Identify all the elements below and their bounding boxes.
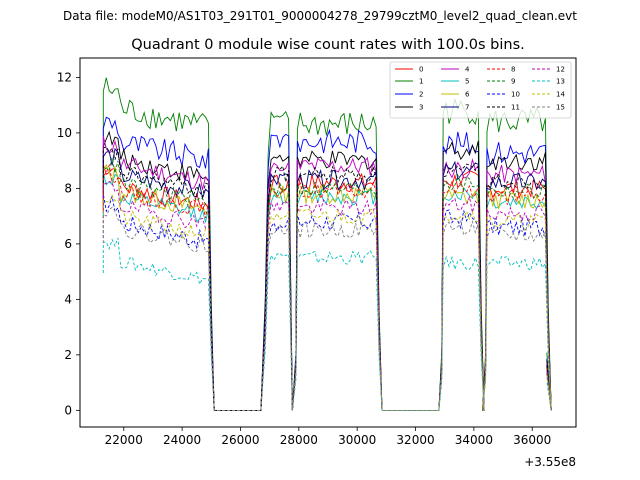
y-tick-label: 12 — [57, 70, 72, 84]
legend-label-11: 11 — [511, 104, 520, 112]
x-tick-label: 34000 — [455, 433, 493, 447]
legend-label-5: 5 — [465, 78, 469, 86]
legend-box — [389, 61, 572, 119]
x-offset-label: +3.55e8 — [524, 455, 576, 469]
series-line-14 — [102, 194, 552, 411]
y-tick-label: 0 — [64, 403, 72, 417]
x-tick-label: 32000 — [396, 433, 434, 447]
series-line-4 — [102, 136, 552, 411]
series-line-7 — [102, 147, 552, 411]
legend-label-12: 12 — [556, 66, 565, 74]
legend-label-13: 13 — [556, 78, 565, 86]
x-axis: 22000 24000 26000 28000 30000 32000 34000 36000 — [105, 427, 551, 447]
y-tick-label: 2 — [64, 348, 72, 362]
x-tick-label: 36000 — [513, 433, 551, 447]
chart-suptitle: Data file: modeM0/AS1T03_291T01_90000042… — [63, 9, 577, 23]
legend-label-3: 3 — [419, 104, 423, 112]
series-line-1 — [102, 77, 552, 411]
legend-label-7: 7 — [465, 104, 469, 112]
legend-label-8: 8 — [511, 66, 515, 74]
y-axis: 0 2 4 6 8 10 12 — [57, 70, 80, 417]
legend-label-0: 0 — [419, 66, 423, 74]
y-tick-label: 6 — [64, 237, 72, 251]
legend-label-6: 6 — [465, 91, 470, 99]
y-tick-label: 8 — [64, 181, 72, 195]
series-line-2 — [102, 116, 552, 411]
legend-label-14: 14 — [556, 91, 565, 99]
series-line-15 — [102, 206, 552, 411]
x-tick-label: 26000 — [221, 433, 259, 447]
x-tick-label: 24000 — [163, 433, 201, 447]
legend-label-10: 10 — [511, 91, 520, 99]
series-line-0 — [102, 164, 552, 411]
axes-frame — [79, 57, 577, 428]
series-line-13 — [102, 237, 552, 411]
chart-title: Quadrant 0 module wise count rates with … — [131, 37, 525, 53]
legend-label-15: 15 — [556, 104, 565, 112]
series-line-12 — [102, 181, 552, 411]
y-tick-label: 10 — [57, 126, 72, 140]
x-tick-label: 30000 — [338, 433, 376, 447]
x-tick-label: 22000 — [105, 433, 143, 447]
series-line-8 — [102, 163, 552, 411]
legend-label-2: 2 — [419, 91, 423, 99]
y-tick-label: 4 — [64, 292, 72, 306]
x-tick-label: 28000 — [280, 433, 318, 447]
plot-lines — [102, 77, 552, 411]
legend-label-9: 9 — [511, 78, 515, 86]
series-line-3 — [102, 130, 552, 411]
legend-label-4: 4 — [465, 66, 470, 74]
series-line-11 — [102, 146, 552, 411]
legend-label-1: 1 — [419, 78, 423, 86]
